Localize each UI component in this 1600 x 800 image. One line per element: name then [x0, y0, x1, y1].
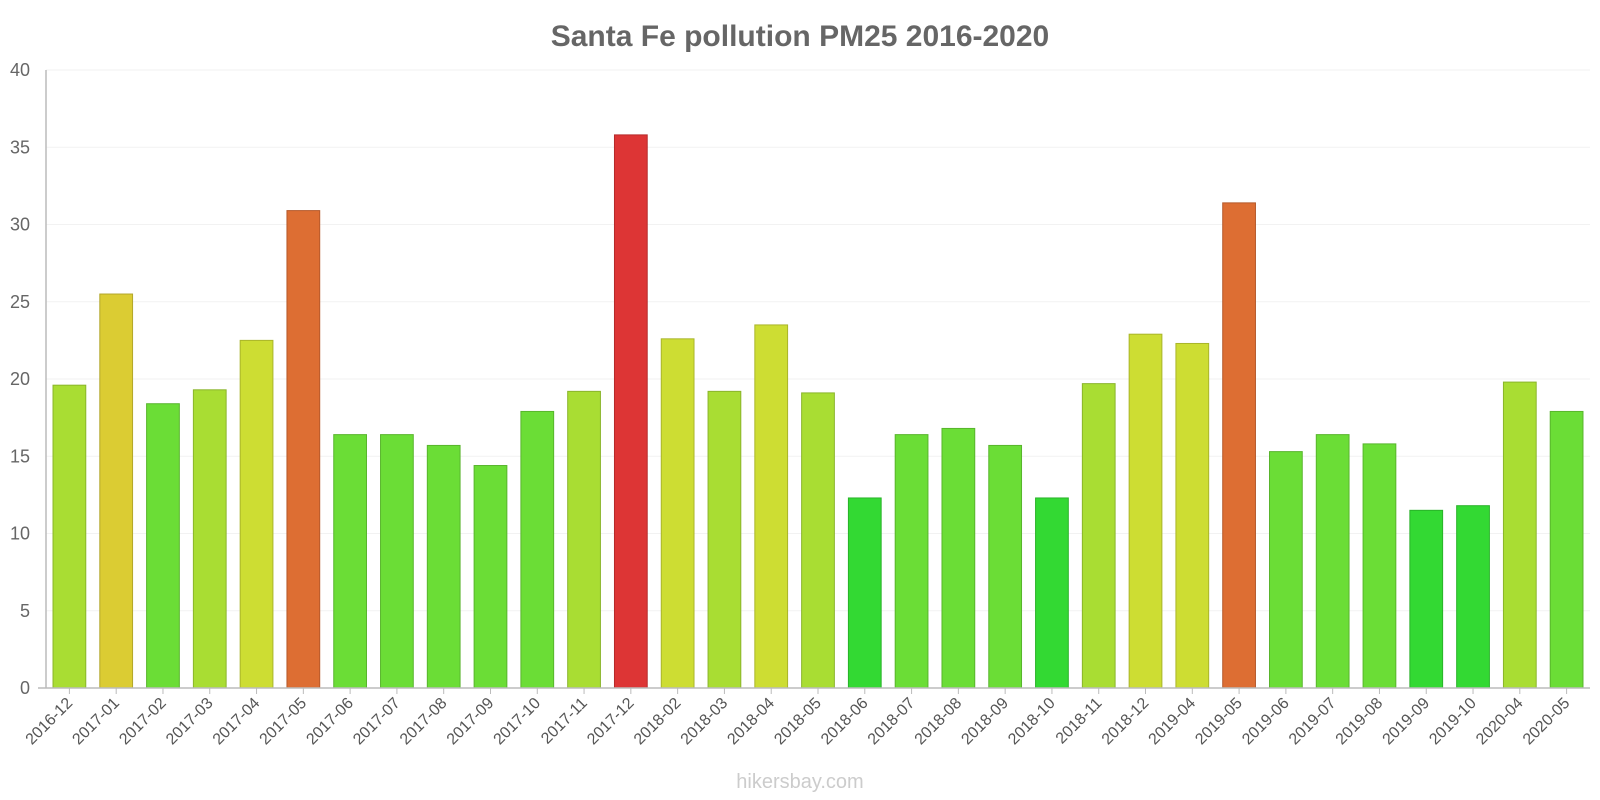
bar-2017-02	[146, 403, 180, 689]
x-tick-label: 2017-09	[444, 695, 498, 749]
x-tick-label: 2018-04	[724, 695, 778, 749]
bar-2019-05	[1222, 202, 1256, 689]
bar-2019-08	[1362, 443, 1397, 689]
x-tick-label: 2019-07	[1286, 695, 1340, 749]
watermark: hikersbay.com	[736, 771, 863, 793]
bar-2016-12	[52, 384, 87, 689]
x-tick-label: 2018-06	[818, 695, 872, 749]
x-tick-label: 2017-08	[397, 695, 451, 749]
x-tick-label: 2018-08	[912, 695, 966, 749]
x-tick-label: 2017-03	[163, 695, 217, 749]
bar-2018-12	[1128, 333, 1163, 689]
x-tick-label: 2018-11	[1053, 695, 1106, 748]
bar-2019-06	[1269, 451, 1303, 689]
x-tick-label: 2019-04	[1146, 695, 1200, 749]
x-tick-label: 2019-05	[1192, 695, 1246, 749]
bar-2019-10	[1456, 505, 1490, 689]
bar-2020-04	[1502, 381, 1537, 689]
bar-2018-05	[801, 392, 835, 689]
x-tick-label: 2018-12	[1099, 695, 1153, 749]
y-tick-label: 25	[10, 292, 30, 312]
bar-2017-04	[239, 339, 274, 689]
bar-2017-10	[520, 410, 555, 689]
bar-2018-08	[941, 427, 976, 689]
x-tick-label: 2018-05	[771, 695, 825, 749]
x-tick-label: 2017-01	[69, 695, 123, 749]
y-tick-label: 15	[10, 446, 30, 466]
y-tick-label: 40	[10, 60, 30, 80]
y-tick-label: 0	[20, 678, 30, 698]
bar-2018-02	[660, 338, 695, 689]
bar-2017-09	[473, 465, 508, 689]
x-tick-label: 2017-02	[116, 695, 170, 749]
x-tick-label: 2019-08	[1333, 695, 1387, 749]
x-tick-label: 2018-02	[631, 695, 685, 749]
bar-2019-09	[1409, 509, 1444, 689]
bars	[52, 134, 1584, 689]
x-tick-label: 2019-09	[1380, 695, 1434, 749]
bar-2017-03	[192, 389, 227, 689]
bar-2018-11	[1081, 383, 1116, 689]
x-tick-label: 2018-09	[958, 695, 1012, 749]
bar-2017-12	[613, 134, 648, 689]
x-tick-label: 2016-12	[23, 695, 77, 749]
chart-title: Santa Fe pollution PM25 2016-2020	[551, 20, 1050, 53]
bar-2017-11	[567, 390, 601, 689]
x-tick-label: 2018-03	[678, 695, 732, 749]
y-tick-label: 10	[10, 524, 30, 544]
x-tick-label: 2019-06	[1239, 695, 1293, 749]
y-tick-label: 35	[10, 137, 30, 157]
bar-2018-07	[894, 434, 929, 689]
x-tick-label: 2020-05	[1520, 695, 1574, 749]
x-tick-label: 2018-07	[865, 695, 919, 749]
y-axis-ticks: 0 5 10 15 20 25 30 35 40	[10, 60, 30, 698]
x-tick-label: 2019-10	[1426, 695, 1480, 749]
bar-2017-08	[426, 444, 461, 689]
bar-2018-06	[847, 497, 882, 689]
x-tick-label: 2017-05	[257, 695, 311, 749]
bar-2017-06	[333, 434, 367, 689]
bar-2019-07	[1315, 434, 1350, 689]
x-tick-label: 2018-10	[1005, 695, 1059, 749]
y-tick-label: 30	[10, 215, 30, 235]
bar-2017-07	[380, 434, 414, 689]
x-tick-label: 2017-04	[210, 695, 264, 749]
y-tick-label: 5	[20, 601, 30, 621]
bar-2017-01	[99, 293, 134, 689]
bar-2019-04	[1175, 342, 1210, 689]
bar-2017-05	[286, 210, 321, 689]
bar-2018-04	[754, 324, 789, 689]
x-tick-label: 2017-07	[350, 695, 404, 749]
bar-2018-10	[1035, 497, 1069, 689]
x-tick-label: 2020-04	[1473, 695, 1527, 749]
x-tick-label: 2017-11	[538, 695, 591, 748]
y-tick-label: 20	[10, 369, 30, 389]
x-axis-ticks: 2016-122017-012017-022017-032017-042017-…	[23, 688, 1574, 748]
x-tick-label: 2017-12	[584, 695, 638, 749]
x-tick-label: 2017-06	[303, 695, 357, 749]
bar-2018-03	[707, 390, 742, 689]
bar-2020-05	[1549, 410, 1584, 689]
bar-2018-09	[988, 444, 1023, 689]
x-tick-label: 2017-10	[491, 695, 545, 749]
